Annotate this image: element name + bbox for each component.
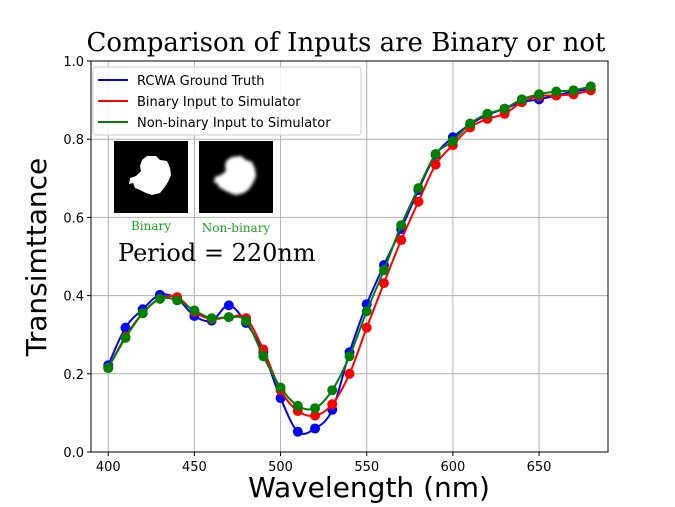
data-point [516, 94, 527, 105]
x-tick-label: 450 [182, 460, 207, 475]
y-axis-label: Transimttance [20, 158, 53, 358]
inset-non-binary: Non-binary [199, 141, 273, 235]
data-point [482, 108, 493, 119]
series-layer [103, 81, 596, 437]
y-tick-label: 0.8 [63, 133, 84, 148]
data-point [361, 306, 372, 317]
data-point [241, 316, 252, 327]
legend-label: Non-binary Input to Simulator [137, 116, 331, 131]
inset-non-binary-caption: Non-binary [202, 221, 271, 235]
data-point [430, 159, 441, 170]
series-2 [103, 81, 596, 414]
data-point [534, 89, 545, 100]
data-point [447, 136, 458, 147]
plot-frame [90, 60, 609, 453]
data-point [275, 382, 286, 393]
data-point [465, 118, 476, 129]
data-point [551, 86, 562, 97]
data-point [378, 265, 389, 276]
x-tick-label: 500 [268, 460, 293, 475]
chart-title: Comparison of Inputs are Binary or not [87, 28, 606, 58]
legend: RCWA Ground Truth Binary Input to Simulat… [92, 66, 362, 136]
data-point [310, 403, 321, 414]
legend-label: RCWA Ground Truth [137, 74, 265, 89]
non-binary-shape [214, 156, 256, 195]
data-point [223, 312, 234, 323]
data-point [172, 295, 183, 306]
data-point [378, 278, 389, 289]
data-point [206, 313, 217, 324]
data-point [223, 300, 234, 311]
data-point [137, 308, 148, 319]
y-tick-label: 0.6 [63, 211, 84, 226]
data-point [568, 85, 579, 96]
data-point [327, 399, 338, 410]
data-point [310, 410, 321, 421]
data-point [103, 362, 114, 373]
y-tick-label: 1.0 [63, 55, 84, 70]
legend-box [92, 66, 362, 136]
data-point [292, 400, 303, 411]
data-point [396, 220, 407, 231]
x-tick-label: 650 [527, 460, 552, 475]
data-point [413, 183, 424, 194]
data-point [585, 81, 596, 92]
data-point [189, 305, 200, 316]
x-axis-label: Wavelength (nm) [248, 471, 490, 504]
data-point [413, 196, 424, 207]
data-point [120, 332, 131, 343]
inset-binary-caption: Binary [131, 219, 171, 233]
period-annotation: Period = 220nm [118, 239, 316, 267]
legend-label: Binary Input to Simulator [137, 95, 301, 110]
data-point [499, 103, 510, 114]
y-tick-label: 0.2 [63, 368, 84, 383]
binary-shape [129, 156, 171, 195]
data-point [258, 351, 269, 362]
x-tick-label: 600 [440, 460, 465, 475]
data-point [396, 235, 407, 246]
data-point [310, 423, 321, 434]
inset-binary: Binary [114, 141, 188, 233]
y-tick-label: 0.0 [63, 446, 84, 461]
data-point [154, 293, 165, 304]
x-tick-label: 400 [96, 460, 121, 475]
data-point [430, 149, 441, 160]
data-point [361, 322, 372, 333]
y-tick-label: 0.4 [63, 290, 84, 305]
data-point [344, 351, 355, 362]
x-tick-label: 550 [354, 460, 379, 475]
data-point [344, 368, 355, 379]
data-point [292, 426, 303, 437]
axis-ticks: 400 450 500 550 600 650 0.0 0.2 0.4 0.6 0.8 1.0 [63, 55, 551, 475]
data-point [120, 322, 131, 333]
data-point [327, 385, 338, 396]
